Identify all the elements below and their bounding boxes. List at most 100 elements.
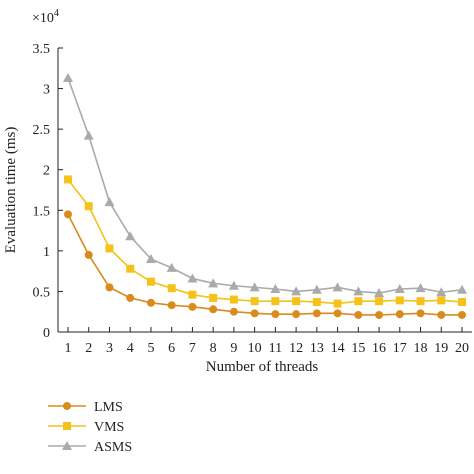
data-point-asms [187, 273, 198, 283]
x-tick-label: 8 [210, 341, 217, 356]
data-point-vms [229, 295, 238, 304]
data-point-lms [375, 310, 384, 319]
y-tick-label: 1.5 [33, 204, 51, 219]
x-tick-label: 19 [434, 341, 448, 356]
data-point-asms [457, 284, 467, 294]
x-tick-label: 9 [230, 341, 237, 356]
legend-label-lms: LMS [94, 400, 123, 415]
data-point-lms [250, 309, 259, 318]
data-point-asms [394, 283, 405, 293]
data-point-asms [374, 288, 385, 298]
data-point-asms [83, 130, 94, 140]
legend-marker-vms [63, 422, 71, 430]
data-point-asms [291, 286, 302, 296]
data-point-vms [126, 264, 135, 273]
data-point-asms [145, 253, 156, 263]
data-point-lms [126, 293, 135, 302]
series-layer [63, 73, 467, 319]
data-point-lms [437, 310, 446, 319]
data-point-vms [188, 290, 197, 299]
data-point-vms [416, 297, 425, 306]
x-tick-label: 16 [372, 341, 386, 356]
data-point-asms [228, 280, 239, 290]
y-tick-label: 2 [43, 164, 50, 179]
y-tick-label: 1 [43, 245, 50, 260]
x-tick-label: 18 [414, 341, 428, 356]
data-point-vms [333, 299, 342, 308]
data-point-lms [229, 307, 238, 316]
legend-label-vms: VMS [94, 420, 124, 435]
data-point-asms [436, 287, 447, 297]
y-tick-label: 3 [43, 83, 50, 98]
data-point-lms [354, 310, 363, 319]
data-point-lms [333, 309, 342, 318]
x-tick-label: 12 [289, 341, 303, 356]
data-point-vms [167, 284, 176, 293]
y-axis-title: Evaluation time (ms) [3, 127, 19, 254]
axes: 00.511.522.533.51 2 3 4 5 6 7 8 9 10 11 12 13 14 15 16 1… [33, 42, 472, 356]
data-point-lms [292, 310, 301, 319]
x-tick-label: 10 [248, 341, 262, 356]
legend-marker-asms [62, 441, 72, 450]
data-point-asms [270, 283, 281, 293]
data-point-vms [375, 297, 384, 306]
data-point-vms [271, 297, 280, 306]
legend-item-vms: VMS [48, 420, 124, 435]
data-point-lms [395, 310, 404, 319]
series-line-vms [67, 178, 463, 305]
data-point-vms [354, 297, 363, 306]
series-line-asms [67, 77, 463, 294]
y-multiplier-base: ×10 [32, 11, 54, 26]
data-point-asms [125, 231, 136, 241]
data-point-lms [188, 302, 197, 311]
data-point-asms [415, 283, 426, 293]
y-tick-label: 3.5 [33, 42, 51, 57]
x-tick-label: 13 [310, 341, 324, 356]
data-point-vms [146, 277, 155, 286]
x-tick-label: 5 [147, 341, 154, 356]
y-tick-label: 0 [43, 326, 50, 341]
x-tick-label: 15 [351, 341, 365, 356]
data-point-lms [64, 210, 72, 219]
legend-label-asms: ASMS [94, 440, 132, 455]
data-point-asms [353, 286, 364, 296]
series-asms [63, 73, 467, 298]
series-vms [64, 175, 466, 308]
x-tick-label: 6 [168, 341, 175, 356]
data-point-asms [63, 73, 73, 83]
y-tick-label: 2.5 [33, 123, 51, 138]
x-tick-label: 3 [106, 341, 113, 356]
y-multiplier-label: ×104 [32, 8, 59, 26]
data-point-lms [271, 310, 280, 319]
legend-item-lms: LMS [48, 400, 123, 415]
x-tick-label: 4 [127, 341, 134, 356]
y-tick-label: 0.5 [33, 285, 51, 300]
data-point-lms [146, 298, 155, 307]
data-point-vms [64, 175, 72, 184]
data-point-vms [292, 297, 301, 306]
legend-marker-lms [63, 402, 71, 410]
x-tick-label: 17 [393, 341, 407, 356]
data-point-vms [395, 296, 404, 305]
x-axis-title: Number of threads [206, 359, 319, 375]
x-tick-label: 7 [189, 341, 196, 356]
data-point-asms [249, 282, 260, 292]
x-tick-label: 11 [269, 341, 282, 356]
legend-item-asms: ASMS [48, 440, 132, 455]
x-tick-label: 20 [455, 341, 469, 356]
data-point-vms [312, 297, 321, 306]
data-point-lms [84, 250, 93, 259]
data-point-vms [209, 293, 218, 302]
data-point-lms [416, 309, 425, 318]
data-point-asms [332, 282, 343, 292]
data-point-asms [104, 197, 115, 207]
data-point-asms [166, 262, 177, 272]
legend: LMS VMS ASMS [48, 400, 132, 455]
data-point-lms [312, 309, 321, 318]
x-tick-label: 14 [331, 341, 345, 356]
x-tick-label: 2 [85, 341, 92, 356]
y-multiplier-exponent: 4 [54, 8, 59, 19]
data-point-lms [105, 283, 114, 292]
data-point-asms [208, 278, 219, 288]
